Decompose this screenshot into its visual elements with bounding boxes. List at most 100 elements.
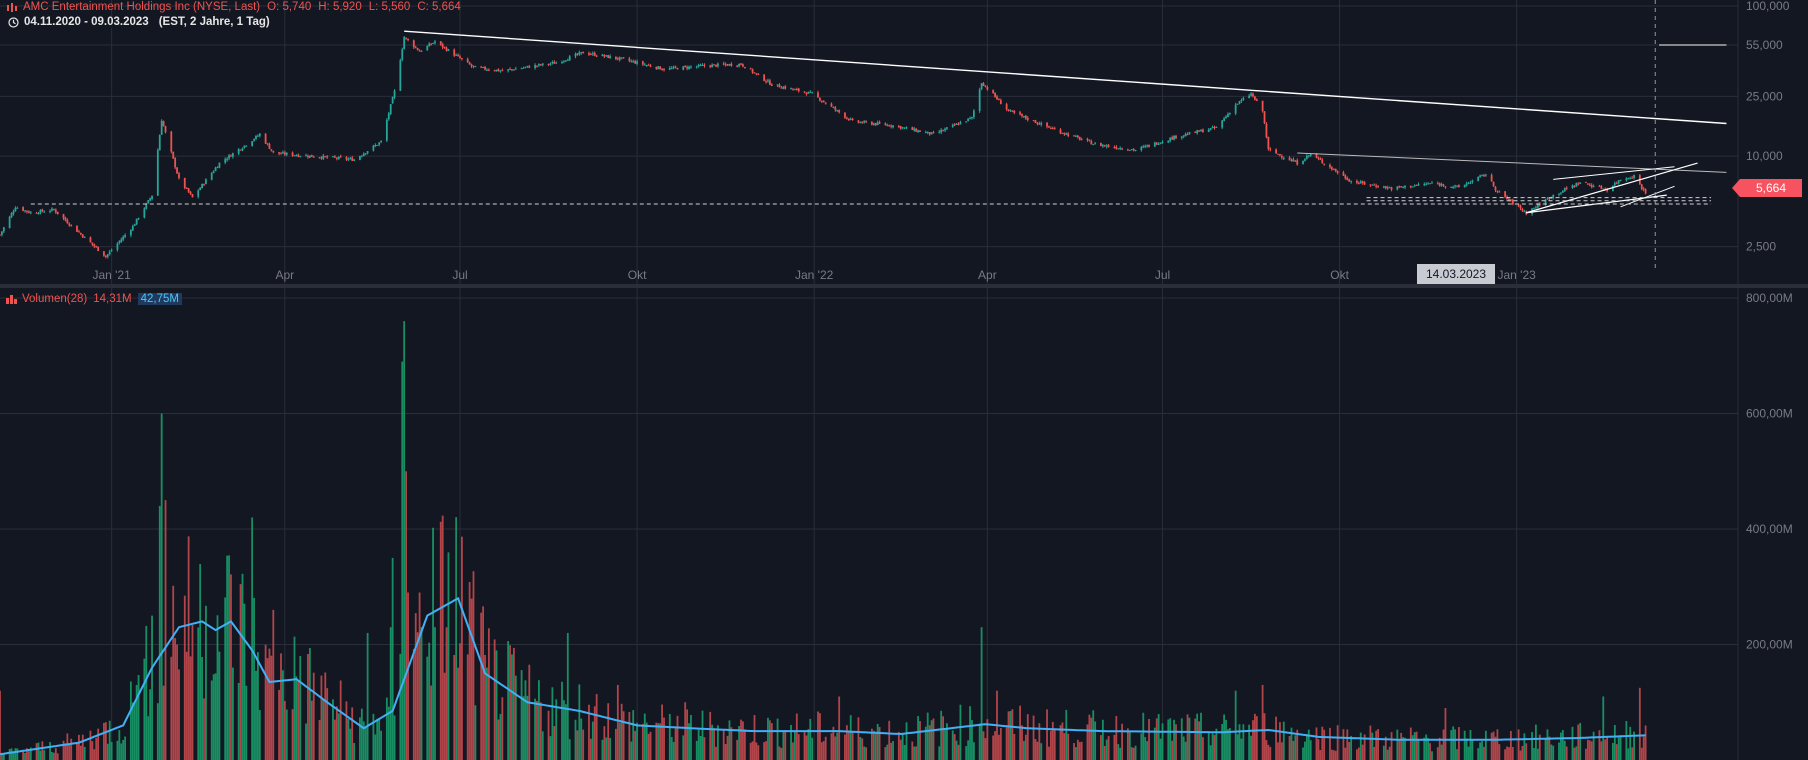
candle-body [1642, 188, 1645, 190]
candle-body [41, 209, 44, 212]
volume-bar [501, 697, 504, 760]
candle-body [938, 131, 941, 133]
volume-bar [753, 715, 756, 760]
volume-bar [1644, 725, 1647, 760]
x-tick-label: Okt [1330, 268, 1349, 282]
candle-body [1090, 141, 1093, 145]
volume-bar [1359, 732, 1362, 760]
volume-bar [27, 751, 30, 760]
volume-bar [212, 674, 215, 760]
volume-bar [487, 628, 490, 760]
volume-bar [1076, 739, 1079, 760]
volume-tick-label: 200,00M [1746, 638, 1793, 652]
volume-bar [792, 742, 794, 760]
candle-body [228, 155, 230, 159]
volume-bar [849, 715, 852, 760]
volume-bar [1425, 734, 1428, 760]
volume-bar [1631, 747, 1634, 760]
volume-bar [1427, 738, 1430, 760]
candle-body [1019, 112, 1021, 115]
candle-body [0, 234, 1, 236]
candle-body [1207, 129, 1210, 132]
volume-bar [51, 751, 53, 760]
volume-bar [819, 713, 821, 760]
candle-body [578, 52, 581, 55]
candle-body [278, 152, 280, 154]
volume-bar [946, 723, 948, 760]
candle-body [237, 149, 240, 154]
candle-body [1573, 185, 1576, 187]
candle-body [291, 152, 294, 156]
candle-body [951, 124, 954, 127]
volume-tick-label: 400,00M [1746, 522, 1793, 536]
candle-body [859, 122, 862, 124]
candle-body [1615, 183, 1618, 185]
candle-body [170, 131, 173, 152]
volume-bar [174, 638, 177, 760]
candle-body [486, 69, 488, 71]
candle-body [133, 224, 136, 226]
volume-bar [1357, 747, 1360, 760]
candle-body [522, 67, 525, 69]
candle-body [1563, 188, 1566, 192]
volume-bar [310, 700, 313, 760]
volume-bar [1080, 741, 1083, 760]
candle-body [203, 184, 205, 186]
candle-body [1332, 168, 1335, 170]
candle-body [701, 64, 704, 66]
candle-body [1198, 130, 1200, 132]
candle-body [129, 230, 132, 236]
volume-bar [645, 722, 648, 760]
volume-bar [268, 648, 271, 760]
volume-bar [1396, 729, 1399, 760]
volume-bar [1519, 750, 1522, 760]
volume-bar [768, 720, 771, 760]
volume-bar [1350, 736, 1353, 760]
volume-bar [1546, 729, 1549, 760]
candle-body [1490, 175, 1493, 182]
volume-bar [1563, 740, 1566, 760]
volume-bar [332, 699, 334, 760]
volume-bar [807, 729, 810, 760]
volume-bar [1319, 749, 1322, 760]
candle-body [917, 130, 919, 132]
volume-bar [1363, 734, 1366, 760]
date-range-legend[interactable]: 04.11.2020 - 09.03.2023 (EST, 2 Jahre, 1… [6, 16, 272, 28]
volume-bar [924, 726, 927, 760]
volume-bar [376, 718, 379, 760]
candle-body [230, 155, 232, 157]
volume-bar [668, 713, 671, 760]
volume-bar [1463, 730, 1466, 760]
volume-bar [455, 517, 458, 760]
volume-bar [1575, 746, 1578, 760]
volume-bar [659, 723, 662, 760]
volume-bar [834, 736, 837, 760]
volume-bar [54, 748, 57, 760]
volume-bar [162, 685, 165, 760]
candle-body [634, 61, 637, 64]
candle-body [649, 65, 652, 67]
candle-body [711, 64, 714, 68]
volume-bar [749, 742, 752, 760]
volume-bar [778, 746, 781, 760]
candle-body [405, 37, 408, 39]
candle-body [790, 88, 792, 90]
volume-bar [859, 737, 862, 760]
candle-body [1238, 101, 1241, 104]
candle-body [472, 65, 475, 67]
candle-body [784, 86, 787, 89]
candle-body [1252, 93, 1254, 97]
candle-body [447, 49, 450, 51]
open-value: O: 5,740 [267, 1, 312, 13]
volume-bar [682, 735, 685, 760]
volume-bar [574, 719, 577, 760]
volume-bar [634, 730, 637, 760]
volume-bar [1305, 734, 1308, 760]
volume-bar [649, 731, 652, 760]
candle-body [807, 91, 810, 94]
candle-body [1092, 144, 1095, 146]
volume-bar [822, 741, 825, 760]
volume-bar [1400, 732, 1403, 760]
volume-bar [1196, 713, 1199, 760]
